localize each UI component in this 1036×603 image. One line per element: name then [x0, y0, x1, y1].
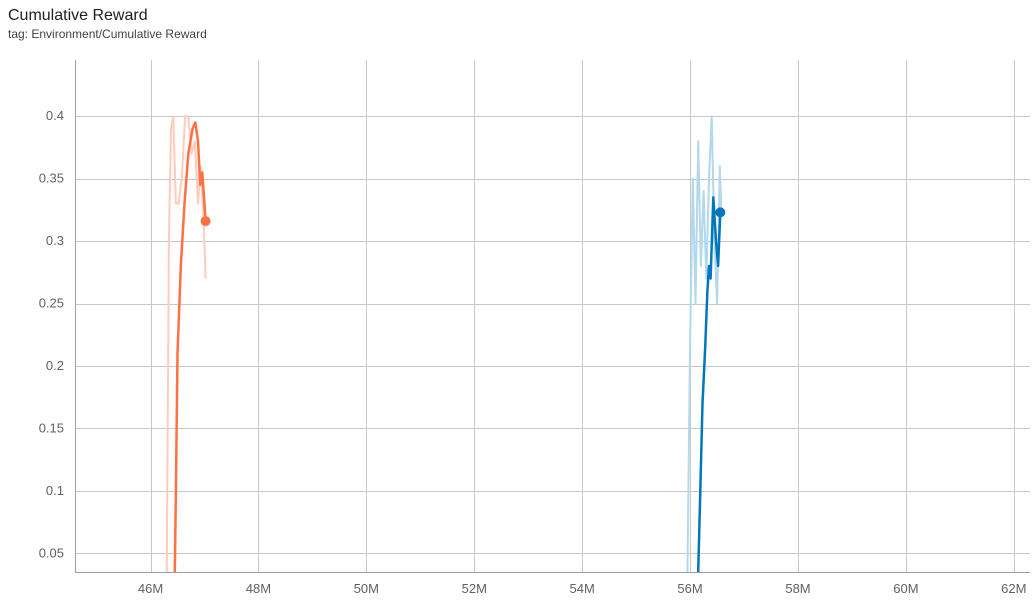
series-1-raw-line [686, 115, 723, 572]
y-tick-label: 0.15 [39, 420, 64, 435]
x-tick-label: 60M [893, 581, 918, 596]
x-tick-label: 52M [462, 581, 487, 596]
chart-title: Cumulative Reward [8, 7, 148, 24]
x-tick-label: 56M [677, 581, 702, 596]
y-tick-label: 0.1 [46, 483, 64, 498]
series-1-smoothed-line[interactable] [696, 196, 722, 572]
y-tick-label: 0.4 [46, 108, 64, 123]
y-tick-label: 0.35 [39, 171, 64, 186]
series-1-last-point[interactable] [715, 207, 726, 218]
y-tick-label: 0.3 [46, 233, 64, 248]
chart-subtitle: tag: Environment/Cumulative Reward [8, 27, 207, 41]
x-tick-label: 50M [354, 581, 379, 596]
series-0-smoothed-line[interactable] [173, 121, 207, 572]
y-tick-label: 0.25 [39, 296, 64, 311]
x-tick-label: 48M [246, 581, 271, 596]
x-tick-label: 46M [138, 581, 163, 596]
y-tick-label: 0.05 [39, 545, 64, 560]
series-0-last-point[interactable] [200, 216, 211, 227]
y-tick-label: 0.2 [46, 358, 64, 373]
chart-card-header: Cumulative Reward tag: Environment/Cumul… [8, 6, 207, 42]
x-tick-label: 62M [1001, 581, 1026, 596]
x-tick-label: 54M [570, 581, 595, 596]
x-tick-label: 58M [785, 581, 810, 596]
